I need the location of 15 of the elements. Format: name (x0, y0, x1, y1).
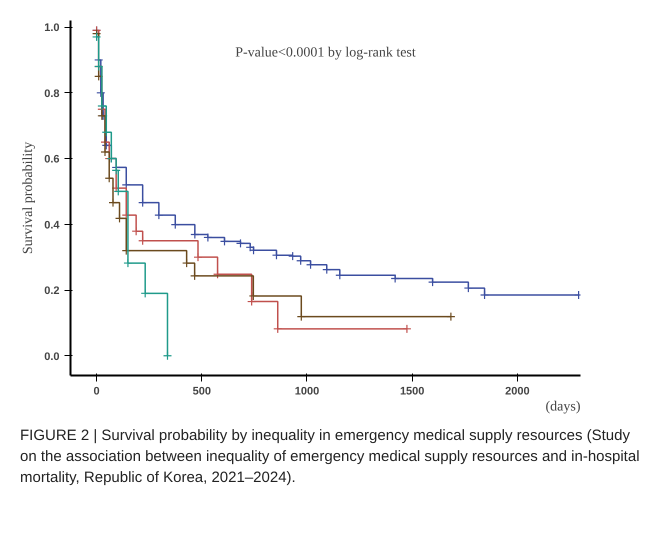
y-tick-label: 1.0 (44, 22, 60, 34)
y-tick-label: 0.2 (44, 285, 60, 298)
y-tick-label: 0.4 (44, 219, 60, 232)
y-axis-title: Survival probability (21, 142, 36, 254)
y-tick-label: 0.6 (44, 154, 60, 166)
y-tick-label: 0.8 (44, 88, 60, 100)
x-tick-label: 2000 (505, 386, 530, 398)
y-tick-label: 0.0 (44, 350, 60, 363)
x-tick-label: 1500 (400, 386, 424, 398)
x-axis-title: (days) (546, 400, 581, 414)
caption: FIGURE 2 | Survival probability by inequality in emergency medical supply resources (Study on the association between inequality of emergency medical supply resources and in-hospital mortality, Republic of Korea, 2021–2024). (20, 426, 640, 488)
x-tick-label: 1000 (294, 386, 320, 398)
annotation: P-value<0.0001 by log-rank test (235, 46, 416, 60)
x-tick-label: 500 (192, 386, 211, 398)
x-tick-label: 0 (94, 386, 100, 398)
